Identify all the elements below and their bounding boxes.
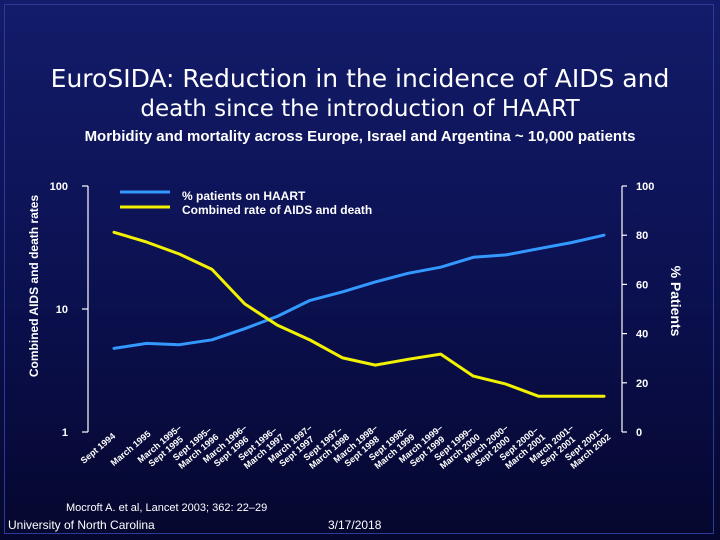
legend-aids-death-label: Combined rate of AIDS and death xyxy=(182,203,372,217)
haart-series-line xyxy=(112,233,606,350)
right-tick-label: 80 xyxy=(636,230,648,242)
title-line-2: death since the introduction of HAART xyxy=(140,96,580,122)
right-tick-label: 40 xyxy=(636,329,648,341)
citation: Mocroft A. et al, Lancet 2003; 362: 22–2… xyxy=(66,502,268,514)
series-lines xyxy=(112,230,606,398)
right-tick-label: 100 xyxy=(636,181,654,193)
left-tick-label: 1 xyxy=(62,427,68,439)
slide-frame xyxy=(4,4,714,534)
right-tick-label: 60 xyxy=(636,279,648,291)
legend-haart-label: % patients on HAART xyxy=(182,189,306,203)
right-tick-label: 20 xyxy=(636,378,648,390)
left-tick-label: 10 xyxy=(56,304,68,316)
footer-date: 3/17/2018 xyxy=(328,518,382,532)
title-lead: EuroSIDA: xyxy=(50,64,175,93)
left-tick-label: 100 xyxy=(50,181,68,193)
title-rest: Reduction in the incidence of AIDS and xyxy=(174,64,670,93)
title-line-1: EuroSIDA: Reduction in the incidence of … xyxy=(0,64,720,93)
left-axis-ticks: 1 10 100 xyxy=(50,181,88,439)
right-axis-ticks: 0 20 40 60 80 100 xyxy=(622,181,654,439)
aids-death-series-line xyxy=(112,230,606,398)
subtitle: Morbidity and mortality across Europe, I… xyxy=(84,128,636,145)
footer-institution: University of North Carolina xyxy=(8,518,155,532)
right-tick-label: 0 xyxy=(636,427,642,439)
